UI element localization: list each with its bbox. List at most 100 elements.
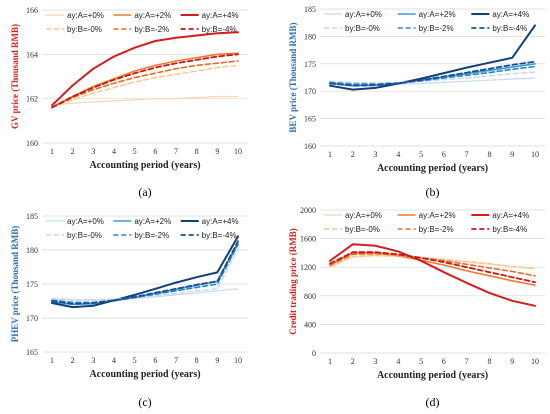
x-tick-label: 2 — [351, 150, 355, 159]
x-tick-label: 5 — [419, 150, 423, 159]
legend-label: ay:A=+4% — [492, 211, 529, 220]
y-tick-label: 165 — [26, 348, 38, 357]
x-tick-label: 3 — [374, 357, 378, 366]
chart-panel-3: 165 170 175 180 185 1 2 3 4 5 6 7 8 9 10 Accounting per… — [10, 212, 248, 409]
series-line-6 — [51, 240, 239, 305]
panel-label: (b) — [426, 185, 440, 199]
legend-label: ay:A=+0% — [345, 211, 382, 220]
y-tick-label: 165 — [304, 115, 316, 124]
x-axis-title: Accounting period (years) — [377, 163, 488, 174]
series-line-6 — [329, 60, 536, 87]
chart-panel-2: 160 165 170 175 180 185 1 2 3 4 5 6 7 8 9 10 Accounting … — [288, 5, 545, 199]
y-tick-label: 400 — [304, 320, 316, 329]
y-tick-label: 180 — [304, 32, 316, 41]
y-tick-label: 162 — [26, 95, 38, 104]
series-line-3 — [51, 235, 239, 309]
y-axis-title: GV price (Thousand RMB) — [10, 24, 20, 129]
x-tick-label: 10 — [234, 147, 242, 156]
y-axis-title: PHEV price (Thousand RMB) — [10, 226, 20, 343]
legend-label: ay:A=+4% — [202, 217, 239, 226]
series-line-6 — [329, 251, 536, 284]
y-axis-title: BEV price (Thousand RMB) — [288, 22, 298, 132]
x-tick-label: 9 — [510, 357, 514, 366]
legend-label: by:B=-0% — [345, 225, 380, 234]
y-tick-label: 160 — [26, 139, 38, 148]
x-tick-label: 7 — [174, 356, 178, 365]
series-line-5 — [51, 60, 239, 109]
x-tick-label: 8 — [487, 150, 491, 159]
legend-label: by:B=-4% — [202, 25, 237, 34]
x-tick-label: 1 — [328, 357, 332, 366]
series-line-4 — [51, 64, 239, 109]
y-tick-label: 180 — [26, 246, 38, 255]
series-line-5 — [329, 65, 536, 85]
y-axis-title: Credit trading price (RMB) — [288, 228, 298, 335]
y-tick-label: 1600 — [300, 235, 316, 244]
y-tick-label: 170 — [26, 314, 38, 323]
series-line-1 — [51, 288, 239, 301]
x-tick-label: 9 — [215, 356, 219, 365]
legend-label: by:B=-2% — [419, 24, 454, 33]
x-tick-label: 7 — [174, 147, 178, 156]
series-line-4 — [329, 71, 536, 84]
x-tick-label: 10 — [531, 150, 539, 159]
legend-label: by:B=-2% — [419, 225, 454, 234]
legend-label: by:B=-4% — [492, 225, 527, 234]
legend-label: by:B=-2% — [134, 25, 169, 34]
panel-label: (c) — [138, 395, 151, 409]
legend-label: by:B=-0% — [67, 25, 102, 34]
x-tick-label: 3 — [91, 356, 95, 365]
x-tick-label: 4 — [396, 357, 400, 366]
series-line-3 — [329, 243, 536, 307]
x-tick-label: 1 — [50, 356, 54, 365]
x-tick-label: 6 — [153, 147, 157, 156]
y-tick-label: 800 — [304, 292, 316, 301]
x-tick-label: 1 — [50, 147, 54, 156]
y-tick-label: 175 — [304, 60, 316, 69]
x-tick-label: 4 — [112, 356, 116, 365]
series-line-1 — [51, 95, 239, 106]
x-tick-label: 5 — [133, 147, 137, 156]
legend-label: by:B=-4% — [492, 24, 527, 33]
series-line-3 — [329, 24, 536, 91]
series-line-4 — [51, 247, 239, 301]
y-tick-label: 0 — [312, 349, 316, 358]
chart-panel-1: 160 162 164 166 1 2 3 4 5 6 7 8 9 10 Accounting period… — [10, 6, 248, 199]
x-tick-label: 2 — [351, 357, 355, 366]
y-tick-label: 170 — [304, 87, 316, 96]
y-tick-label: 185 — [304, 5, 316, 14]
x-tick-label: 8 — [487, 357, 491, 366]
y-tick-label: 185 — [26, 212, 38, 221]
y-tick-label: 175 — [26, 280, 38, 289]
x-tick-label: 10 — [234, 356, 242, 365]
x-tick-label: 8 — [195, 147, 199, 156]
legend-label: by:B=-4% — [202, 231, 237, 240]
legend-label: by:B=-2% — [134, 231, 169, 240]
legend-label: ay:A=+0% — [345, 10, 382, 19]
legend-label: ay:A=+2% — [134, 217, 171, 226]
x-tick-label: 6 — [442, 357, 446, 366]
x-tick-label: 7 — [465, 357, 469, 366]
legend-label: by:B=-0% — [345, 24, 380, 33]
series-line-3 — [51, 31, 239, 107]
x-tick-label: 6 — [153, 356, 157, 365]
legend-label: ay:A=+2% — [419, 211, 456, 220]
legend-label: ay:A=+2% — [134, 11, 171, 20]
legend-label: ay:A=+0% — [67, 217, 104, 226]
series-line-6 — [51, 53, 239, 109]
x-tick-label: 9 — [510, 150, 514, 159]
y-tick-label: 166 — [26, 6, 38, 15]
y-tick-label: 2000 — [300, 206, 316, 215]
x-tick-label: 5 — [133, 356, 137, 365]
x-axis-title: Accounting period (years) — [89, 160, 200, 171]
legend-label: ay:A=+4% — [202, 11, 239, 20]
panel-label: (a) — [138, 185, 151, 199]
x-tick-label: 1 — [328, 150, 332, 159]
x-tick-label: 8 — [195, 356, 199, 365]
legend-label: by:B=-0% — [67, 231, 102, 240]
chart-panel-4: 0 400 800 1200 1600 2000 1 2 3 4 5 6 7 8 9 10 Accounting… — [288, 206, 545, 409]
x-tick-label: 2 — [71, 356, 75, 365]
x-tick-label: 5 — [419, 357, 423, 366]
series-line-5 — [51, 243, 239, 304]
